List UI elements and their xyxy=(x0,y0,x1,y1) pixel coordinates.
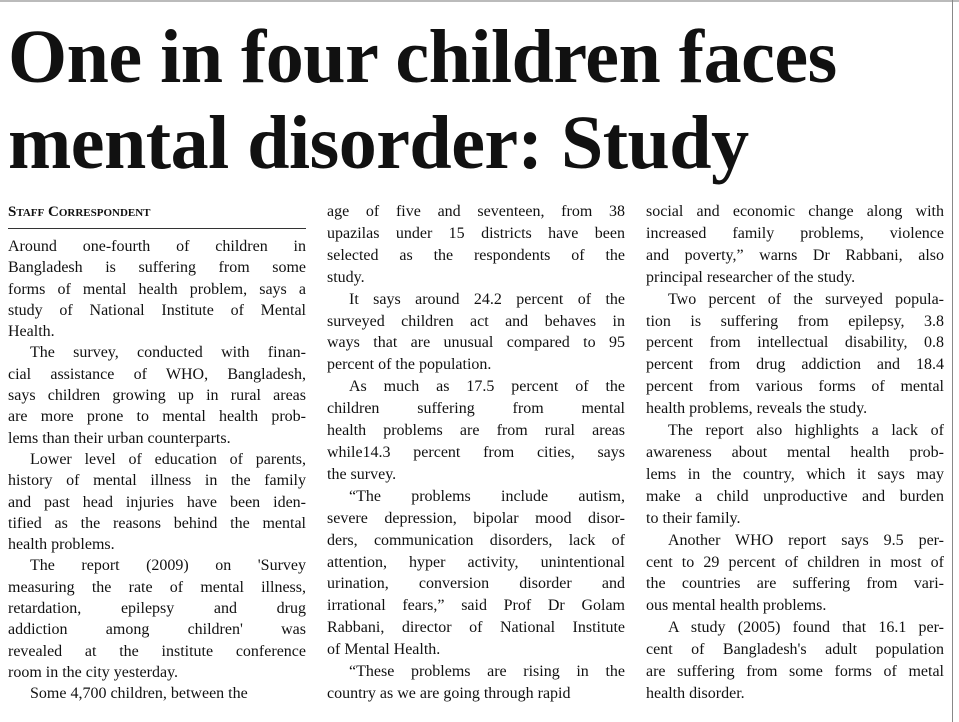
body-line: room in the city yesterday. xyxy=(8,663,179,681)
body-line: ways that are unusual compared to 95 xyxy=(327,334,625,352)
body-line: are more prone to mental health prob- xyxy=(8,408,306,426)
body-line: Lower level of education of parents, xyxy=(30,450,306,468)
body-line: study. xyxy=(327,268,365,286)
paragraph: The report also highlights a lack of awar… xyxy=(646,420,944,530)
body-line: attention, hyper activity, unintentional xyxy=(327,553,625,571)
body-line: The survey, conducted with finan- xyxy=(30,344,306,362)
paragraph: The report (2009) on 'Survey measuring th… xyxy=(8,555,306,683)
body-line: the countries are suffering from vari- xyxy=(646,575,944,593)
body-line: Health. xyxy=(8,323,55,341)
body-line: awareness about mental health prob- xyxy=(646,443,944,461)
body-line: study of National Institute of Mental xyxy=(8,301,306,319)
paragraph: A study (2005) found that 16.1 per-cent … xyxy=(646,617,944,705)
paragraph: Around one-fourth of children in Banglade… xyxy=(8,236,306,342)
paragraph: age of five and seventeen, from 38 upazil… xyxy=(327,201,625,289)
top-rule xyxy=(0,0,959,2)
body-line: tion is suffering from epilepsy, 3.8 xyxy=(646,312,944,330)
body-line: cent of Bangladesh's adult population xyxy=(646,641,944,659)
body-line: while14.3 percent from cities, says xyxy=(327,443,625,461)
body-line: Some 4,700 children, between the xyxy=(30,685,248,703)
right-rule xyxy=(952,0,953,722)
paragraph: “The problems include autism, severe depr… xyxy=(327,486,625,661)
body-line: percent of the population. xyxy=(327,356,492,374)
body-line: “The problems include autism, xyxy=(349,487,625,505)
byline: Staff Correspondent xyxy=(8,204,151,220)
body-line: make a child unproductive and burden xyxy=(646,487,944,505)
body-line: addiction among children' was xyxy=(8,621,306,639)
body-line: It says around 24.2 percent of the xyxy=(349,290,625,308)
body-line: The report also highlights a lack of xyxy=(668,422,944,440)
body-line: age of five and seventeen, from 38 xyxy=(327,203,625,220)
body-line: are suffering from some forms of metal xyxy=(646,663,944,681)
body-line: irrational fears,” said Prof Dr Golam xyxy=(327,597,625,615)
paragraph: Another WHO report says 9.5 per-cent to … xyxy=(646,530,944,618)
body-line: severe depression, bipolar mood disor- xyxy=(327,509,625,527)
body-line: cial assistance of WHO, Bangladesh, xyxy=(8,365,306,383)
body-line: forms of mental health problem, says a xyxy=(8,280,306,298)
body-line: Bangladesh is suffering from some xyxy=(8,259,306,277)
body-line: ders, communication disorders, lack of xyxy=(327,531,625,549)
body-line: social and economic change along with xyxy=(646,203,944,220)
body-line: A study (2005) found that 16.1 per- xyxy=(668,619,944,637)
body-line: “These problems are rising in the xyxy=(349,663,625,681)
body-line: tified as the reasons behind the mental xyxy=(8,514,306,532)
body-line: The report (2009) on 'Survey xyxy=(30,557,306,575)
body-line: to their family. xyxy=(646,509,741,527)
body-line: principal researcher of the study. xyxy=(646,268,856,286)
paragraph: “These problems are rising in the country… xyxy=(327,661,625,705)
body-line: Two percent of the surveyed popula- xyxy=(668,290,944,308)
text-column: age of five and seventeen, from 38 upazil… xyxy=(327,201,625,705)
byline-rule xyxy=(8,228,306,229)
body-line: health disorder. xyxy=(646,684,745,702)
body-line: percent from intellectual disability, 0.… xyxy=(646,334,944,352)
body-line: children suffering from mental xyxy=(327,400,625,418)
body-line: says children growing up in rural areas xyxy=(8,387,306,405)
body-line: health problems are from rural areas xyxy=(327,422,625,440)
body-line: As much as 17.5 percent of the xyxy=(349,378,625,396)
body-line: health problems, reveals the study. xyxy=(646,400,868,418)
body-line: Around one-fourth of children in xyxy=(8,238,306,255)
body-line: of Mental Health. xyxy=(327,641,441,659)
paragraph: The survey, conducted with finan-cial as… xyxy=(8,342,306,448)
body-line: retardation, epilepsy and drug xyxy=(8,600,306,618)
body-line: revealed at the institute conference xyxy=(8,642,306,660)
headline-line: One in four children faces xyxy=(8,15,837,99)
body-line: cent to 29 percent of children in most o… xyxy=(646,553,944,571)
paragraph: Some 4,700 children, between the xyxy=(8,683,306,704)
body-line: history of mental illness in the family xyxy=(8,472,306,490)
body-line: Another WHO report says 9.5 per- xyxy=(668,531,944,549)
paragraph: social and economic change along with inc… xyxy=(646,201,944,289)
body-line: and past head injuries have been iden- xyxy=(8,493,306,511)
body-line: lems in the country, which it says may xyxy=(646,465,944,483)
headline: One in four children faces mental disord… xyxy=(8,14,948,186)
body-line: selected as the respondents of the xyxy=(327,246,625,264)
body-line: measuring the rate of mental illness, xyxy=(8,578,306,596)
body-line: country as we are going through rapid xyxy=(327,684,571,702)
paragraph: Lower level of education of parents, hist… xyxy=(8,449,306,555)
body-line: surveyed children act and behaves in xyxy=(327,312,625,330)
body-line: increased family problems, violence xyxy=(646,224,944,242)
text-column: social and economic change along with inc… xyxy=(646,201,944,705)
body-line: and poverty,” warns Dr Rabbani, also xyxy=(646,246,944,264)
body-line: lems than their urban counterparts. xyxy=(8,429,231,447)
body-line: percent from various forms of mental xyxy=(646,378,944,396)
body-line: the survey. xyxy=(327,465,397,483)
body-line: urination, conversion disorder and xyxy=(327,575,625,593)
text-column: Around one-fourth of children in Banglade… xyxy=(8,236,306,705)
body-line: ous mental health problems. xyxy=(646,597,827,615)
headline-line: mental disorder: Study xyxy=(8,101,749,185)
paragraph: As much as 17.5 percent of the children s… xyxy=(327,376,625,486)
body-line: upazilas under 15 districts have been xyxy=(327,224,625,242)
body-line: health problems. xyxy=(8,536,115,554)
body-line: Rabbani, director of National Institute xyxy=(327,619,625,637)
paragraph: It says around 24.2 percent of the survey… xyxy=(327,289,625,377)
body-line: percent from drug addiction and 18.4 xyxy=(646,356,944,374)
paragraph: Two percent of the surveyed popula-tion … xyxy=(646,289,944,420)
